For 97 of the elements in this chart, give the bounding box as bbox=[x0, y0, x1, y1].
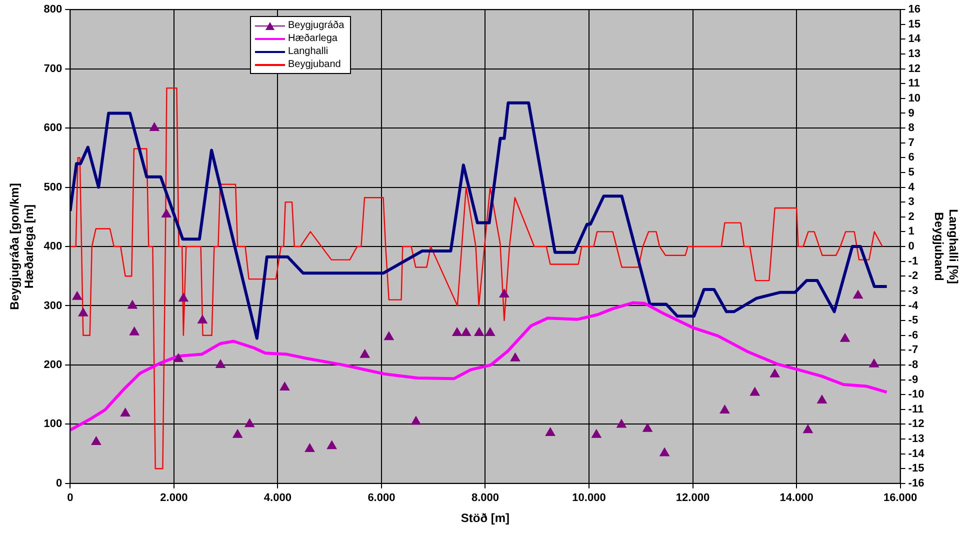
point bbox=[130, 326, 140, 336]
y2-tick-label: 0 bbox=[908, 240, 914, 253]
y2-tick-label: 6 bbox=[908, 152, 914, 164]
point bbox=[360, 349, 370, 358]
point bbox=[72, 291, 82, 300]
y2-tick-label: -14 bbox=[908, 448, 926, 460]
y2-tick-label: -1 bbox=[908, 255, 918, 268]
point bbox=[592, 429, 602, 438]
point bbox=[150, 122, 160, 132]
y2-tick-label: 3 bbox=[908, 196, 914, 208]
y2-tick-label: -7 bbox=[908, 344, 918, 356]
y2-tick-label: 9 bbox=[908, 107, 914, 120]
point bbox=[510, 352, 520, 362]
y2-tick-label: -3 bbox=[908, 284, 918, 297]
y2-tick-label: -12 bbox=[908, 418, 924, 430]
legend-label: Langhalli bbox=[288, 45, 328, 58]
point bbox=[91, 436, 102, 445]
point bbox=[750, 387, 760, 396]
y2-tick-label: 1 bbox=[908, 226, 914, 238]
y2-tick-label: -16 bbox=[908, 477, 924, 490]
y-axis-title: Beygjugráða [gon/km] Hæðarlega [m] bbox=[8, 183, 36, 310]
point bbox=[642, 423, 652, 432]
point bbox=[120, 408, 130, 417]
point bbox=[474, 327, 484, 336]
y2-axis-title: Langhalli [%] Beygjuband bbox=[932, 209, 960, 284]
point bbox=[162, 209, 172, 218]
y2-tick-label: 16 bbox=[908, 4, 921, 16]
point bbox=[128, 300, 138, 309]
point bbox=[485, 327, 495, 336]
point bbox=[174, 354, 184, 362]
y2-tick-label: -6 bbox=[908, 329, 918, 342]
x-tick-label: 14.000 bbox=[780, 492, 814, 504]
y2-tick-label: -9 bbox=[908, 374, 918, 386]
y-tick-label: 100 bbox=[44, 418, 62, 430]
y2-tick-label: 11 bbox=[908, 78, 920, 90]
y2-tick-label: -15 bbox=[908, 462, 924, 475]
y-tick-label: 400 bbox=[44, 240, 62, 253]
y2-tick-label: 5 bbox=[908, 166, 914, 178]
point bbox=[840, 333, 850, 342]
point bbox=[178, 293, 188, 302]
point bbox=[817, 394, 827, 404]
y-tick-label: 200 bbox=[44, 358, 62, 371]
y2-tick-label: 2 bbox=[908, 210, 914, 223]
x-axis-title: Stöð [m] bbox=[460, 511, 510, 526]
point bbox=[499, 288, 510, 298]
y-tick-label: 600 bbox=[44, 122, 62, 134]
y2-tick-label: 10 bbox=[908, 92, 921, 104]
y2-tick-label: -2 bbox=[908, 270, 918, 282]
y-tick-label: 800 bbox=[44, 4, 62, 16]
y-tick-label: 700 bbox=[44, 62, 62, 75]
y-tick-label: 300 bbox=[44, 300, 62, 312]
point bbox=[545, 428, 556, 436]
point bbox=[803, 424, 813, 434]
y2-tick-label: 8 bbox=[908, 122, 914, 134]
point bbox=[461, 327, 471, 336]
point bbox=[853, 290, 863, 299]
x-tick-label: 2.000 bbox=[160, 492, 188, 504]
y-tick-label: 0 bbox=[56, 477, 62, 490]
x-tick-label: 0 bbox=[67, 492, 74, 504]
x-tick-label: 4.000 bbox=[264, 492, 292, 504]
y2-tick-label: -8 bbox=[908, 358, 918, 371]
point bbox=[616, 419, 626, 428]
point bbox=[216, 359, 226, 368]
y2-tick-label: -13 bbox=[908, 433, 924, 446]
y2-tick-label: -5 bbox=[908, 314, 918, 327]
y2-tick-label: 4 bbox=[908, 181, 916, 194]
y2-tick-label: 7 bbox=[908, 136, 914, 149]
point bbox=[869, 358, 879, 368]
point bbox=[232, 429, 242, 438]
point bbox=[770, 368, 780, 378]
point bbox=[304, 444, 315, 452]
x-tick-label: 8.000 bbox=[471, 492, 499, 504]
y2-tick-label: 13 bbox=[908, 48, 921, 60]
point bbox=[411, 416, 421, 425]
legend-label: Beygjugráða bbox=[288, 19, 344, 32]
x-tick-label: 12.000 bbox=[676, 492, 710, 504]
point bbox=[384, 332, 394, 340]
y2-tick-label: 15 bbox=[908, 18, 921, 30]
y-tick-label: 500 bbox=[44, 181, 62, 194]
point bbox=[720, 405, 730, 414]
point bbox=[326, 440, 337, 450]
y2-tick-label: -4 bbox=[908, 300, 919, 312]
x-tick-label: 16.000 bbox=[883, 492, 918, 504]
x-tick-label: 10.000 bbox=[572, 492, 606, 504]
y2-tick-label: 12 bbox=[908, 62, 921, 75]
point bbox=[78, 308, 88, 316]
point bbox=[660, 448, 670, 456]
point bbox=[198, 315, 208, 324]
legend-label: Beygjuband bbox=[288, 58, 341, 71]
point bbox=[244, 418, 254, 428]
point bbox=[452, 327, 462, 336]
legend-label: Hæðarlega bbox=[288, 32, 338, 45]
point bbox=[280, 382, 290, 390]
x-tick-label: 6.000 bbox=[368, 492, 396, 504]
y2-tick-label: -11 bbox=[908, 403, 924, 416]
y2-tick-label: 14 bbox=[908, 33, 922, 46]
y2-tick-label: -10 bbox=[908, 388, 924, 401]
